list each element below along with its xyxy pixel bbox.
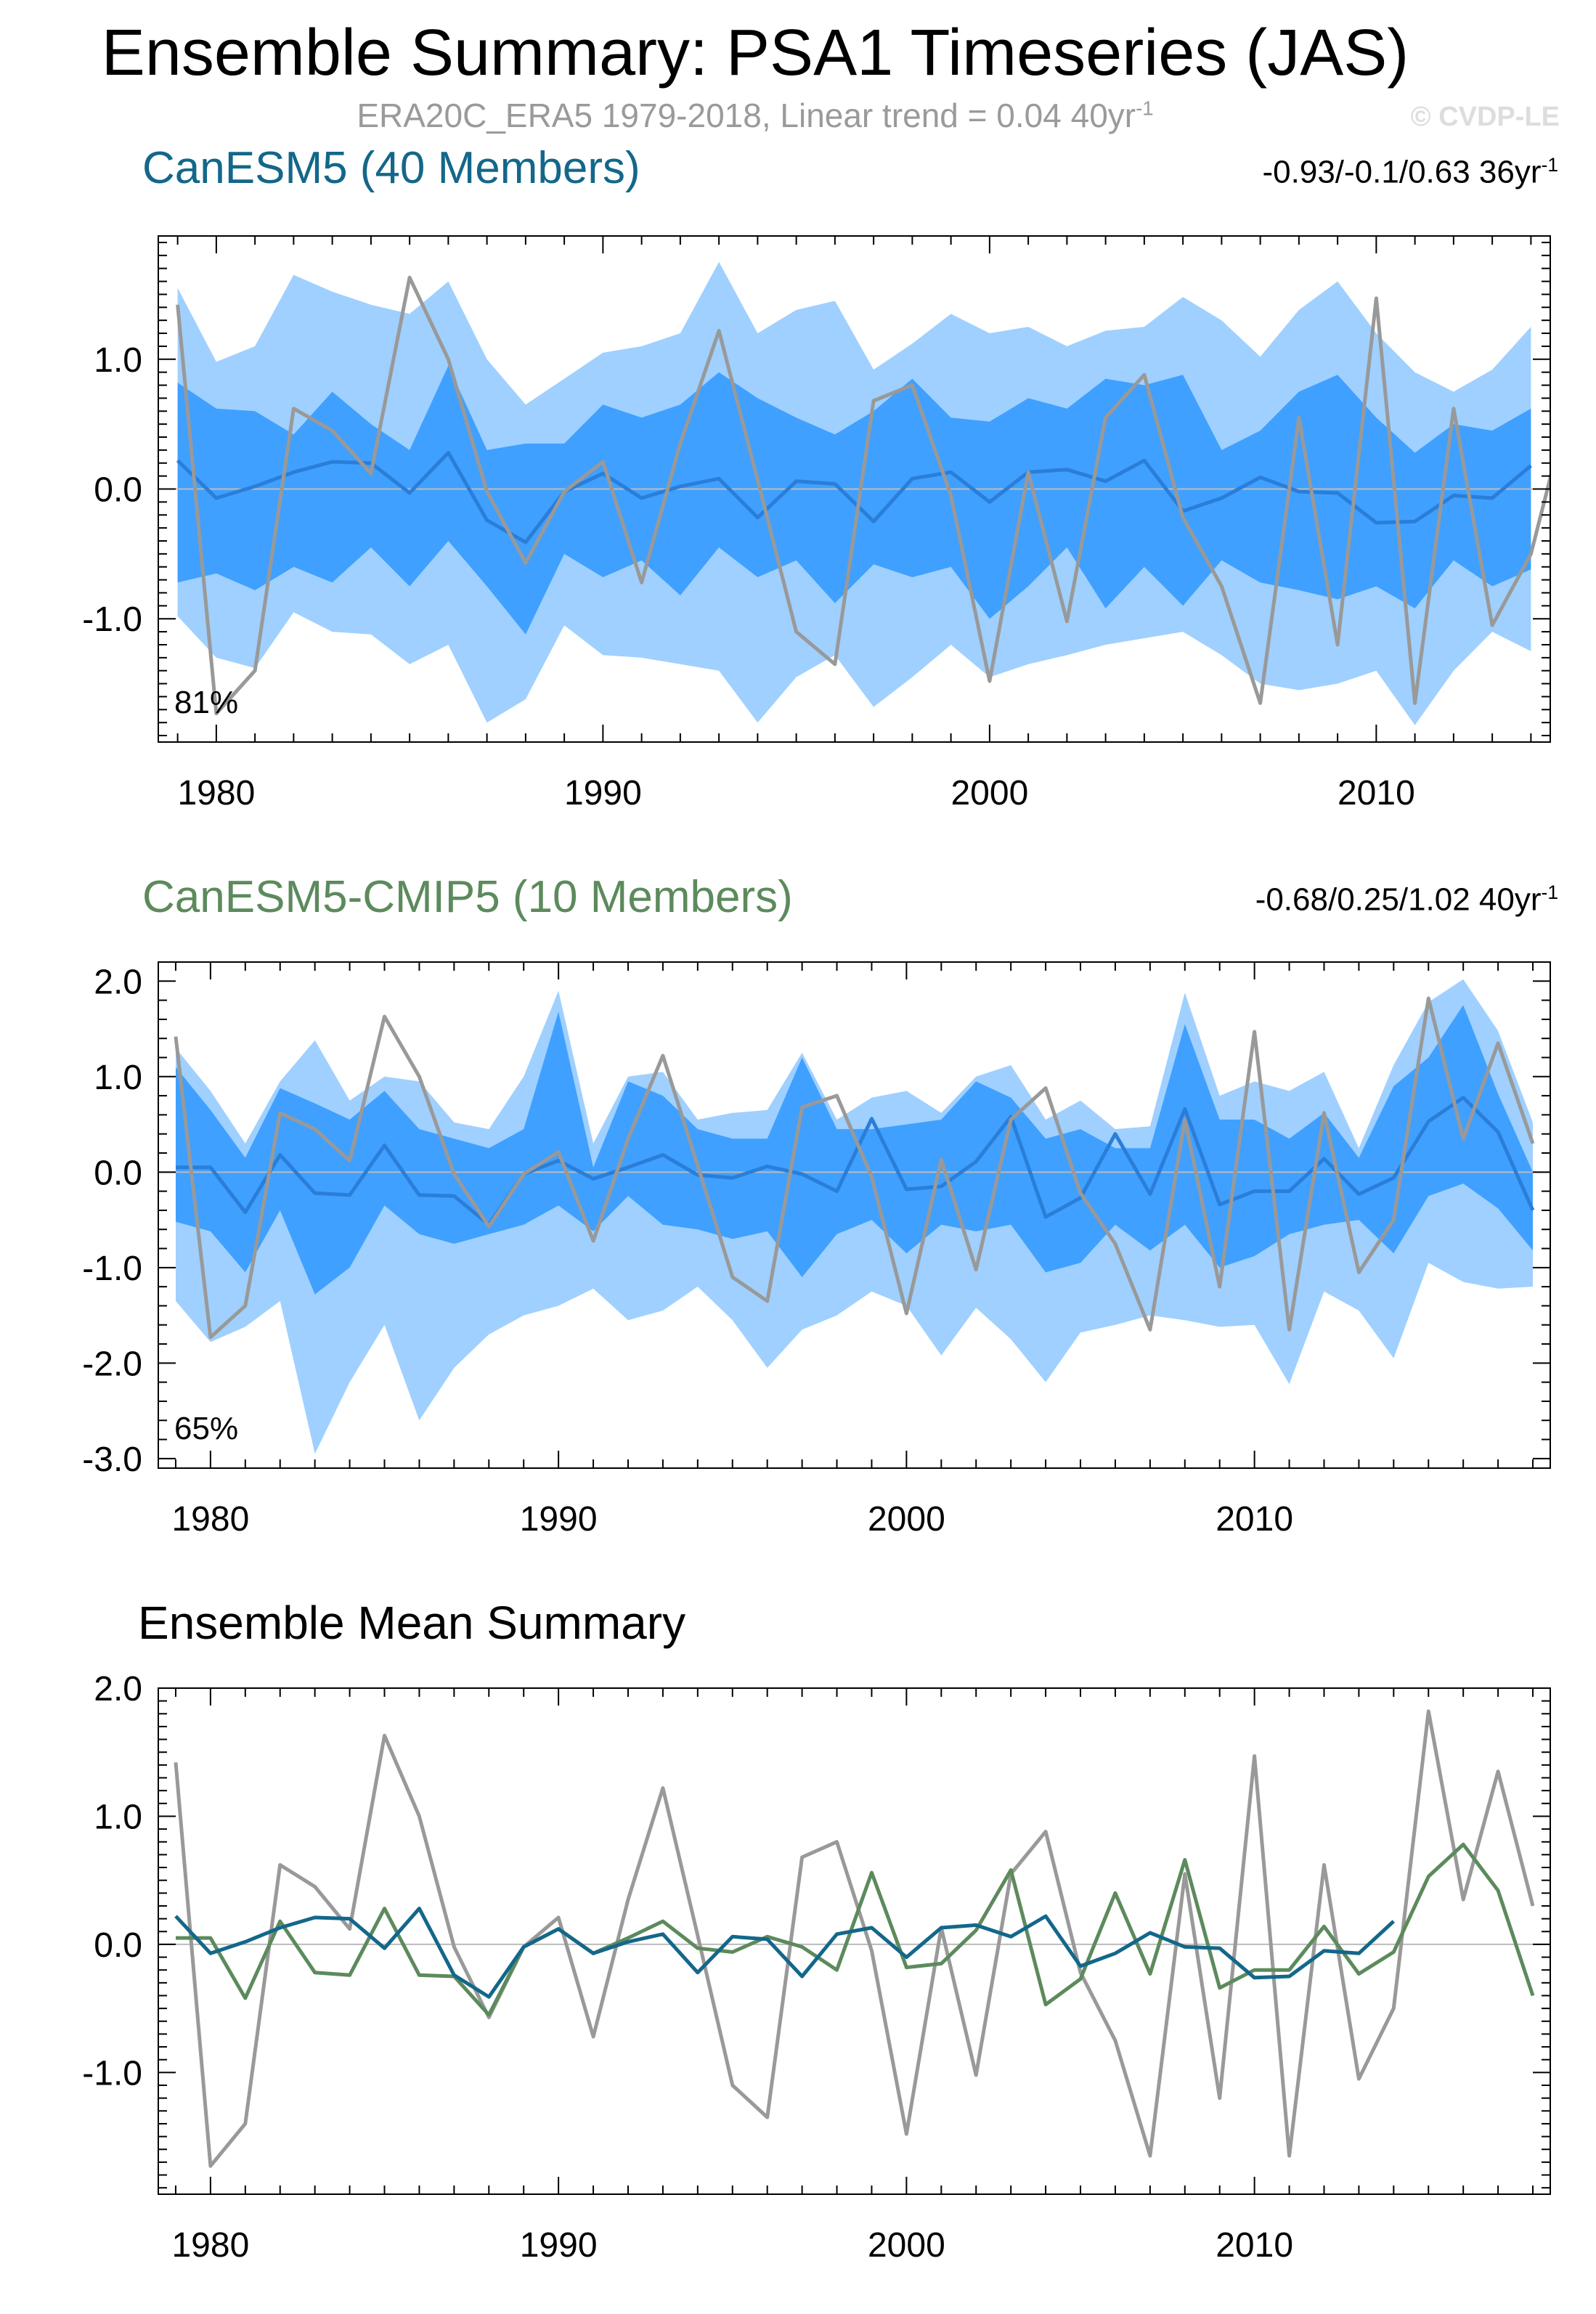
figure-subtitle: ERA20C_ERA5 1979-2018, Linear trend = 0.… [0,96,1510,135]
ensemble-mean-line [176,1096,1535,1227]
y-tick-label: 0.0 [94,1154,142,1192]
y-tick-label: -1.0 [82,2054,142,2093]
subtitle-superscript: -1 [1136,97,1154,120]
percent-label: 81% [174,685,238,720]
panel2: -3.0 -2.0 -1.0 0.0 1.0 2.0 1980 1990 2000 2010 65% [82,961,1551,1539]
panel3: -1.0 0.0 1.0 2.0 1980 1990 2000 2010 [82,1670,1551,2265]
inner-spread-band [176,1005,1533,1295]
panel2-trend: -0.68/0.25/1.02 40yr-1 [1255,881,1558,918]
panel2-frame [158,961,1551,1469]
y-tick-label: 2.0 [94,1670,142,1708]
panel3-title: Ensemble Mean Summary [138,1597,686,1649]
y-tick-label: 0.0 [94,471,142,510]
series-line-canesm5-cmip5 [176,1842,1535,2017]
x-tick-label: 1980 [177,774,255,812]
panel3-frame [158,1687,1551,2195]
series-line-canesm5 [174,1907,1395,1999]
x-tick-label: 2000 [868,2226,945,2265]
panel1-title: CanESM5 (40 Members) [142,143,640,193]
figure-title: Ensemble Summary: PSA1 Timeseries (JAS) [101,17,1409,89]
panel1-trend-text: -0.93/-0.1/0.63 36yr [1262,154,1542,190]
x-tick-label: 1980 [171,1500,249,1539]
x-tick-label: 2010 [1216,1500,1293,1539]
y-tick-label: 2.0 [94,963,142,1001]
panel1: -1.0 0.0 1.0 1980 1990 2000 2010 81% [82,235,1551,812]
observations-line [174,996,1535,1340]
watermark: © CVDP-LE [1410,102,1560,132]
series-line-observations [174,1709,1535,2168]
y-tick-label: -1.0 [82,600,142,639]
panel1-plot-area [158,261,1550,725]
x-tick-label: 1990 [520,2226,598,2265]
y-tick-label: 1.0 [94,1059,142,1097]
x-tick-label: 2000 [950,774,1028,812]
x-tick-label: 2010 [1216,2226,1293,2265]
inner-spread-band [177,365,1531,635]
panel3-plot-area [158,1709,1550,2168]
panel2-trend-text: -0.68/0.25/1.02 40yr [1255,881,1542,918]
y-tick-label: 1.0 [94,1798,142,1836]
panel1-trend: -0.93/-0.1/0.63 36yr-1 [1263,154,1558,191]
x-tick-label: 1990 [520,1500,598,1539]
x-tick-label: 2010 [1338,774,1415,812]
ensemble-mean-line [176,451,1533,545]
y-tick-label: 0.0 [94,1926,142,1965]
x-tick-label: 1990 [564,774,642,812]
y-tick-label: 1.0 [94,341,142,380]
percent-label: 65% [174,1411,238,1446]
observations-line [176,275,1550,716]
y-tick-label: -1.0 [82,1250,142,1288]
panel2-trend-superscript: -1 [1541,881,1558,903]
panel1-trend-superscript: -1 [1541,154,1558,176]
y-tick-label: -3.0 [82,1441,142,1479]
x-tick-label: 1980 [171,2226,249,2265]
panel2-title: CanESM5-CMIP5 (10 Members) [142,872,793,922]
y-tick-label: -2.0 [82,1345,142,1383]
x-tick-label: 2000 [868,1500,945,1539]
panel2-plot-area [158,979,1550,1454]
subtitle-text: ERA20C_ERA5 1979-2018, Linear trend = 0.… [357,97,1136,134]
